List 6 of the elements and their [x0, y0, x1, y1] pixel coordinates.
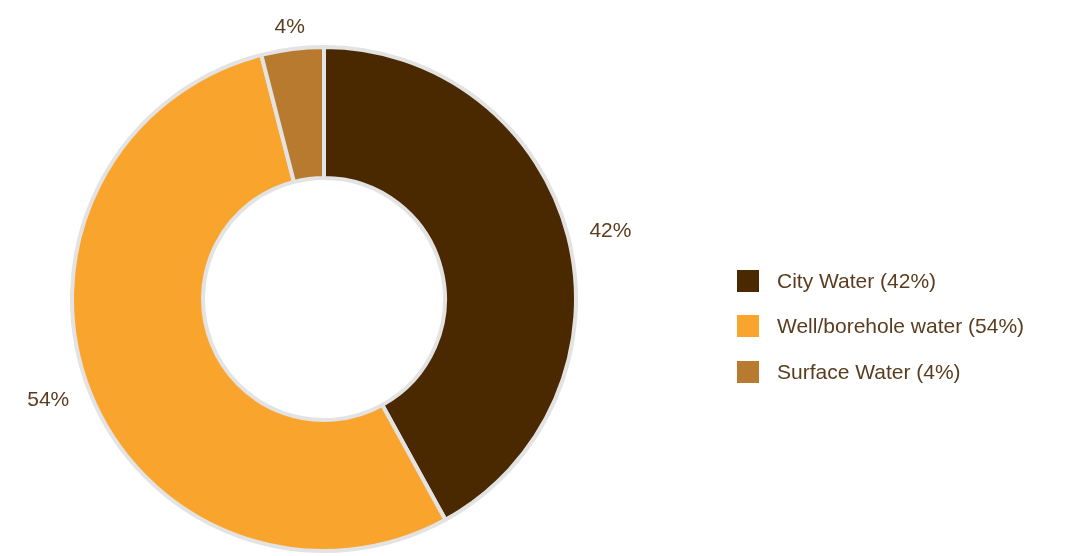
data-label: 42%	[589, 217, 632, 241]
legend-label: City Water (42%)	[777, 268, 937, 293]
legend-label: Surface Water (4%)	[777, 359, 961, 384]
legend-label: Well/borehole water (54%)	[777, 314, 1025, 339]
data-label: 4%	[274, 13, 305, 37]
data-label: 54%	[27, 386, 70, 410]
